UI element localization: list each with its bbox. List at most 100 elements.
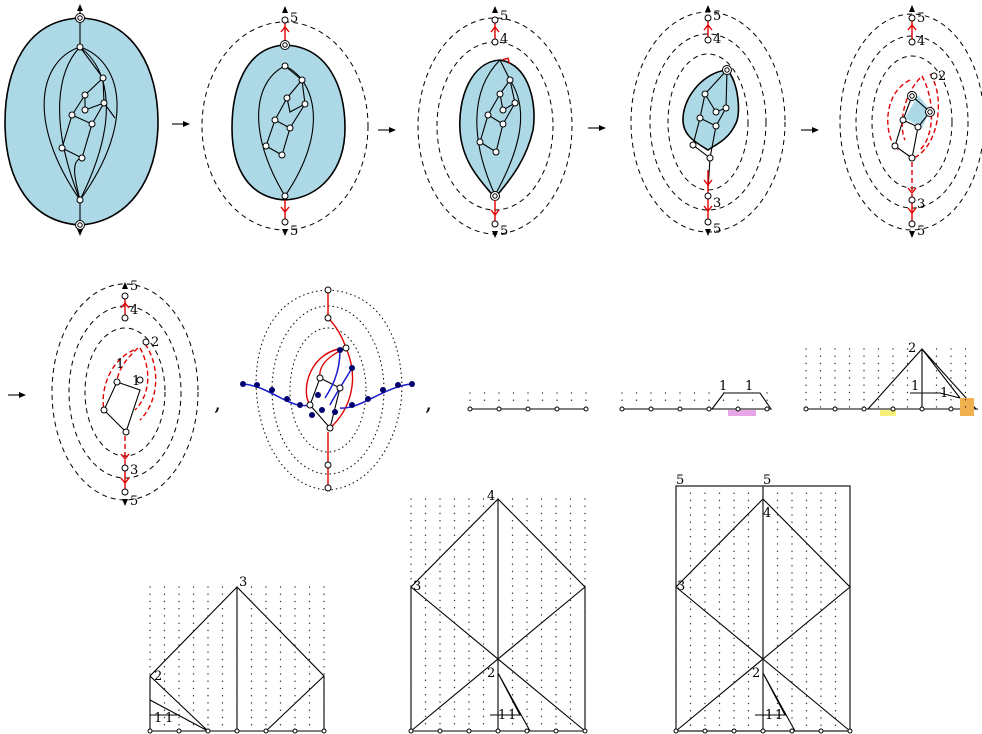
grid-dot (482, 607, 485, 609)
grid-dot (526, 621, 528, 623)
grid-dot (468, 549, 470, 551)
grid-dot (424, 715, 427, 718)
grid-dot (526, 607, 528, 609)
grid-dot (511, 614, 514, 616)
grid-dot (776, 630, 779, 632)
grid-dot (733, 724, 735, 726)
grid-dot (511, 679, 514, 681)
base-vertex (789, 728, 795, 734)
grid-dot (178, 716, 180, 719)
grid-dot (468, 665, 470, 667)
grid-dot (279, 644, 282, 646)
grid-dot (192, 608, 195, 610)
grid-dot (526, 723, 528, 725)
grid-dot (820, 681, 822, 683)
grid-dot (820, 695, 822, 697)
grid-dot (323, 673, 325, 675)
grid-dot (718, 594, 721, 596)
grid-dot (555, 607, 557, 609)
grid-dot (424, 541, 427, 544)
grid-dot (849, 514, 851, 516)
grid-dot (820, 565, 822, 567)
grid-dot (207, 651, 209, 653)
grid-dot (526, 541, 528, 544)
grid-dot (511, 498, 514, 500)
grid-dot (791, 652, 793, 654)
grid-dot (424, 592, 427, 594)
grid-dot (468, 541, 470, 544)
grid-dot (892, 399, 894, 401)
grid-dot (733, 695, 735, 697)
grid-dot (820, 615, 822, 618)
grid-dot (482, 657, 485, 660)
grid-dot (805, 652, 808, 654)
grid-dot (569, 694, 572, 696)
grid-dot (935, 355, 938, 357)
grid-dot (540, 527, 543, 529)
grid-dot (849, 623, 851, 625)
base-vertex (818, 728, 824, 734)
grid-dot (849, 673, 851, 676)
grid-dot (675, 536, 677, 538)
panel-1-graph (4, 4, 159, 236)
grid-dot (834, 348, 836, 350)
grid-dot (935, 348, 938, 350)
grid-dot (207, 680, 209, 682)
grid-dot (950, 399, 952, 401)
grid-dot (482, 505, 485, 507)
grid-dot (410, 715, 412, 718)
grid-dot (747, 550, 750, 552)
grid-dot (722, 399, 725, 401)
grid-dot (453, 570, 456, 573)
grid-dot (708, 399, 710, 401)
grid-dot (569, 498, 572, 500)
grid-dot (675, 615, 677, 618)
grid-dot (704, 572, 706, 574)
grid-dot (497, 541, 499, 544)
grid-dot (163, 593, 166, 595)
grid-dot (424, 585, 427, 587)
grid-dot (849, 608, 851, 610)
grid-dot (834, 572, 837, 574)
grid-dot (323, 651, 325, 653)
grid-dot (747, 695, 750, 697)
label: 1 (165, 711, 173, 726)
grid-dot (265, 637, 267, 639)
grid-dot (621, 392, 623, 394)
grid-dot (689, 485, 692, 487)
grid-dot (569, 686, 572, 689)
grid-dot (849, 572, 851, 574)
grid-dot (279, 615, 282, 617)
grid-dot (453, 665, 456, 667)
panel-2-graph: 5 5 (201, 6, 369, 239)
grid-dot (308, 695, 311, 697)
grid-dot (733, 485, 735, 487)
grid-dot (704, 630, 706, 632)
grid-dot (236, 658, 238, 661)
grid-dot (834, 514, 837, 516)
transition-arrow-1 (172, 121, 190, 127)
grid-dot (192, 658, 195, 661)
grid-dot (849, 485, 851, 487)
grid-dot (221, 673, 224, 675)
grid-dot (762, 557, 764, 560)
grid-dot (805, 579, 808, 581)
grid-dot (279, 608, 282, 610)
grid-dot (207, 716, 209, 719)
grid-dot (236, 702, 238, 704)
grid-dot (820, 601, 822, 603)
grid-dot (718, 492, 721, 494)
grid-dot (294, 658, 296, 661)
grid-dot (689, 514, 692, 516)
grid-dot (819, 384, 822, 386)
grid-dot (689, 521, 692, 523)
grid-dot (848, 406, 851, 408)
grid-dot (820, 528, 822, 531)
grid-dot (906, 406, 909, 408)
grid-dot (733, 550, 735, 552)
grid-dot (820, 543, 822, 545)
grid-dot (718, 695, 721, 697)
grid-dot (834, 492, 837, 494)
grid-dot (410, 541, 412, 544)
grid-dot (250, 644, 253, 646)
